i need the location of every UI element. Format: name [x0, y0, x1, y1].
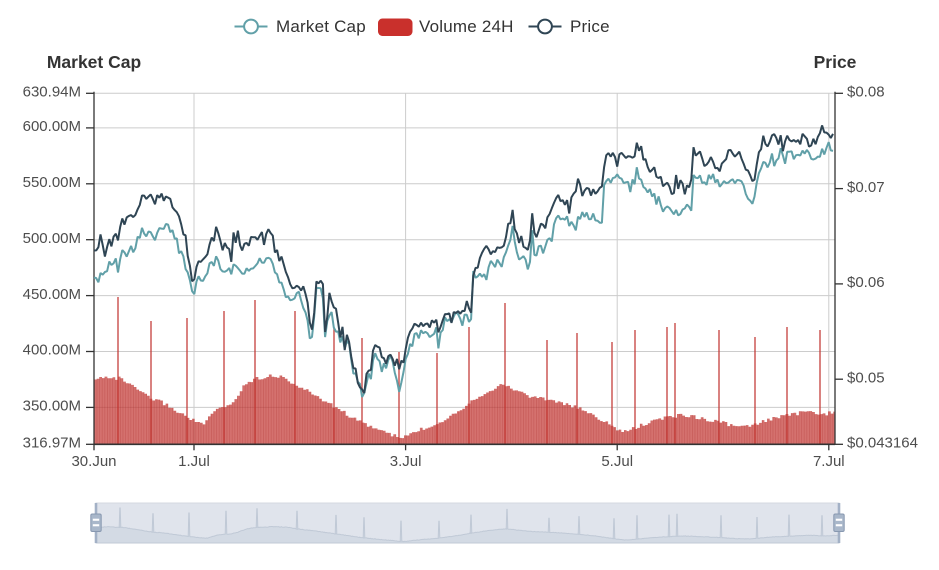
svg-text:400.00M: 400.00M: [23, 342, 81, 359]
svg-text:7.Jul: 7.Jul: [813, 453, 845, 470]
svg-text:$0.043164: $0.043164: [847, 435, 918, 452]
svg-text:$0.07: $0.07: [847, 179, 885, 196]
svg-text:Price: Price: [814, 52, 857, 72]
svg-text:600.00M: 600.00M: [23, 118, 81, 135]
svg-text:$0.08: $0.08: [847, 84, 885, 101]
svg-text:3.Jul: 3.Jul: [390, 453, 422, 470]
svg-text:$0.05: $0.05: [847, 369, 885, 386]
svg-text:316.97M: 316.97M: [23, 435, 81, 452]
svg-text:$0.06: $0.06: [847, 274, 885, 291]
svg-text:500.00M: 500.00M: [23, 230, 81, 247]
svg-text:Market Cap: Market Cap: [276, 17, 366, 36]
svg-text:550.00M: 550.00M: [23, 174, 81, 191]
svg-text:Market Cap: Market Cap: [47, 52, 141, 72]
svg-text:630.94M: 630.94M: [23, 84, 81, 101]
svg-text:450.00M: 450.00M: [23, 286, 81, 303]
svg-text:30.Jun: 30.Jun: [71, 453, 116, 470]
svg-text:Price: Price: [570, 17, 610, 36]
svg-text:1.Jul: 1.Jul: [178, 453, 210, 470]
svg-text:5.Jul: 5.Jul: [601, 453, 633, 470]
svg-text:350.00M: 350.00M: [23, 398, 81, 415]
svg-text:Volume 24H: Volume 24H: [419, 17, 514, 36]
